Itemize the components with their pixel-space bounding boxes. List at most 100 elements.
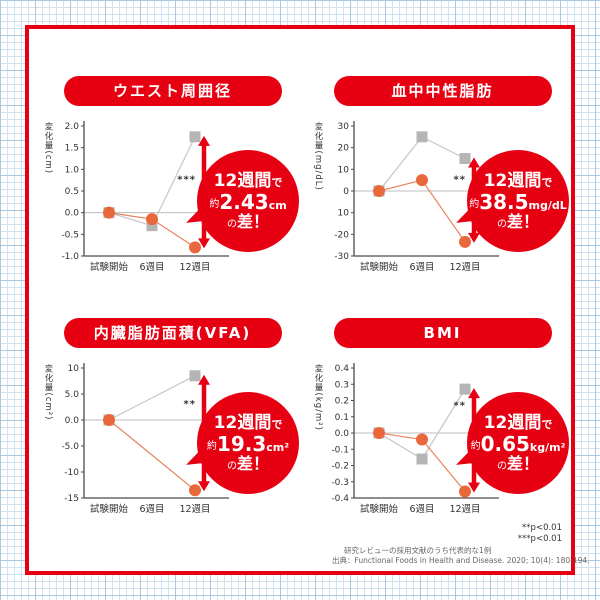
svg-text:12週目: 12週目 (449, 503, 480, 515)
svg-text:12週目: 12週目 (449, 261, 480, 273)
x-axis: 試験開始 6週目 12週目 (84, 497, 229, 515)
svg-text:6週目: 6週目 (409, 261, 434, 273)
significance-legend: **p<0.01 ***p<0.01 (518, 523, 562, 545)
svg-text:-10: -10 (64, 468, 79, 478)
badge-duration: 12週間で (213, 412, 283, 433)
badge-difference-label: の差！ (496, 211, 540, 231)
svg-text:12週目: 12週目 (179, 261, 210, 273)
svg-text:0.1: 0.1 (335, 413, 349, 423)
svg-text:2.0: 2.0 (65, 122, 80, 132)
svg-text:0.0: 0.0 (335, 429, 350, 439)
svg-text:6週目: 6週目 (139, 503, 164, 515)
badge-difference-label: の差！ (496, 453, 540, 473)
significance-line1: **p<0.01 (522, 523, 562, 533)
white-card (25, 25, 575, 575)
line-chart: 30 20 10 0 10 -20 -30 試験開始 6週目 12週目 ** (334, 121, 499, 273)
series-circle (103, 206, 201, 254)
svg-text:-20: -20 (334, 230, 349, 240)
citation-source: 出典：Functional Foods in Health and Diseas… (332, 556, 590, 565)
chart-panel-triglycerides: 血中中性脂肪変化量(mg/dL) 30 20 10 0 10 -20 -30 試験開始 6週目 12… (310, 76, 575, 316)
plot-area: 変化量(cm) 2.0 1.5 1.0 0.5 0.0 -0.5 -1.0 試験開始 6週目 12週… (40, 116, 305, 316)
svg-text:試験開始: 試験開始 (360, 503, 399, 515)
citation: 研究レビューの採用文献のうち代表的な1例 出典：Functional Foods… (332, 546, 590, 566)
difference-badge: 12週間で 約19.3cm² の差！ (197, 392, 299, 494)
svg-text:30: 30 (338, 122, 350, 132)
plot-area: 変化量(kg/m²) 0.4 0.3 0.2 0.1 0.0 -0.1 -0.2 -0.3 -0.… (310, 358, 575, 558)
series-circle (103, 414, 201, 497)
chart-title: 血中中性脂肪 (391, 82, 494, 100)
significance-stars: *** (177, 174, 196, 185)
y-axis-label: 変化量(cm²) (43, 364, 53, 421)
svg-text:0.2: 0.2 (335, 397, 349, 407)
y-axis-label: 変化量(cm) (43, 122, 53, 175)
svg-text:10: 10 (338, 209, 350, 219)
chart-title-pill: BMI (333, 318, 552, 348)
badge-value: 約19.3cm² (206, 431, 290, 456)
svg-text:0: 0 (343, 187, 349, 197)
series-square (373, 383, 471, 465)
svg-text:-0.3: -0.3 (331, 478, 349, 488)
chart-title-pill: ウエスト周囲径 (63, 76, 282, 106)
chart-title: ウエスト周囲径 (112, 82, 232, 100)
badge-difference-label: の差！ (226, 211, 270, 231)
svg-text:-5.0: -5.0 (61, 442, 79, 452)
plot-area: 変化量(cm²) 10 5.0 0.0 -5.0 -10 -15 試験開始 6週目 12週目 ** 1… (40, 358, 305, 558)
svg-text:-15: -15 (64, 494, 79, 504)
badge-difference-label: の差！ (226, 453, 270, 473)
svg-text:0.0: 0.0 (65, 416, 80, 426)
difference-badge: 12週間で 約38.5mg/dL の差！ (467, 150, 569, 252)
svg-text:試験開始: 試験開始 (90, 503, 129, 515)
badge-duration: 12週間で (483, 170, 553, 191)
svg-text:10: 10 (68, 364, 80, 374)
significance-line2: ***p<0.01 (517, 534, 562, 544)
series-circle (373, 174, 471, 248)
y-axis: 30 20 10 0 10 -20 -30 (334, 121, 355, 262)
x-axis: 試験開始 6週目 12週目 (84, 255, 229, 273)
svg-text:-0.1: -0.1 (331, 445, 349, 455)
svg-text:0.3: 0.3 (335, 380, 349, 390)
chart-title-pill: 内臓脂肪面積(VFA) (63, 318, 282, 348)
badge-duration: 12週間で (483, 412, 553, 433)
y-axis-label: 変化量(mg/dL) (313, 122, 323, 191)
difference-badge: 12週間で 約2.43cm の差！ (197, 150, 299, 252)
x-axis: 試験開始 6週目 12週目 (354, 255, 499, 273)
svg-text:6週目: 6週目 (409, 503, 434, 515)
series-square (373, 131, 471, 197)
chart-title-pill: 血中中性脂肪 (333, 76, 552, 106)
svg-text:10: 10 (338, 165, 350, 175)
series-square (103, 370, 201, 426)
svg-text:-30: -30 (334, 252, 349, 262)
chart-title: 内臓脂肪面積(VFA) (93, 324, 252, 342)
significance-stars: ** (454, 174, 466, 185)
y-axis: 2.0 1.5 1.0 0.5 0.0 -0.5 -1.0 (61, 121, 85, 262)
badge-value: 約0.65kg/m² (470, 431, 566, 456)
svg-text:1.5: 1.5 (65, 144, 79, 154)
chart-panel-visceral-fat: 内臓脂肪面積(VFA) 変化量(cm²) 10 5.0 0.0 -5.0 -10 -15 試験開… (40, 318, 305, 558)
badge-duration: 12週間で (213, 170, 283, 191)
significance-stars: ** (184, 399, 196, 410)
svg-text:0.5: 0.5 (65, 187, 79, 197)
y-axis: 0.4 0.3 0.2 0.1 0.0 -0.1 -0.2 -0.3 -0.4 (331, 363, 355, 504)
svg-text:-0.4: -0.4 (331, 494, 349, 504)
x-axis: 試験開始 6週目 12週目 (354, 497, 499, 515)
y-axis-label: 変化量(kg/m²) (313, 364, 323, 432)
chart-panel-bmi: BMI 変化量(kg/m²) 0.4 0.3 0.2 0.1 0.0 -0.1 -0.2 -0.3… (310, 318, 575, 558)
series-circle (373, 427, 471, 498)
y-axis: 10 5.0 0.0 -5.0 -10 -15 (61, 363, 85, 504)
svg-text:0.0: 0.0 (65, 209, 80, 219)
svg-text:試験開始: 試験開始 (360, 261, 399, 273)
significance-stars: ** (454, 401, 466, 412)
svg-text:20: 20 (338, 144, 350, 154)
svg-text:-0.2: -0.2 (331, 462, 349, 472)
chart-panel-waist: ウエスト周囲径 変化量(cm) 2.0 1.5 1.0 0.5 0.0 -0.5 -1.0 試験開… (40, 76, 305, 316)
badge-value: 約2.43cm (209, 189, 287, 214)
chart-title: BMI (423, 324, 462, 342)
svg-text:-1.0: -1.0 (61, 252, 79, 262)
plot-area: 変化量(mg/dL) 30 20 10 0 10 -20 -30 試験開始 6週目 12週目 ** 12… (310, 116, 575, 316)
svg-text:6週目: 6週目 (139, 261, 164, 273)
svg-text:-0.5: -0.5 (61, 230, 79, 240)
svg-text:12週目: 12週目 (179, 503, 210, 515)
svg-text:0.4: 0.4 (335, 364, 350, 374)
badge-value: 約38.5mg/dL (469, 189, 567, 214)
